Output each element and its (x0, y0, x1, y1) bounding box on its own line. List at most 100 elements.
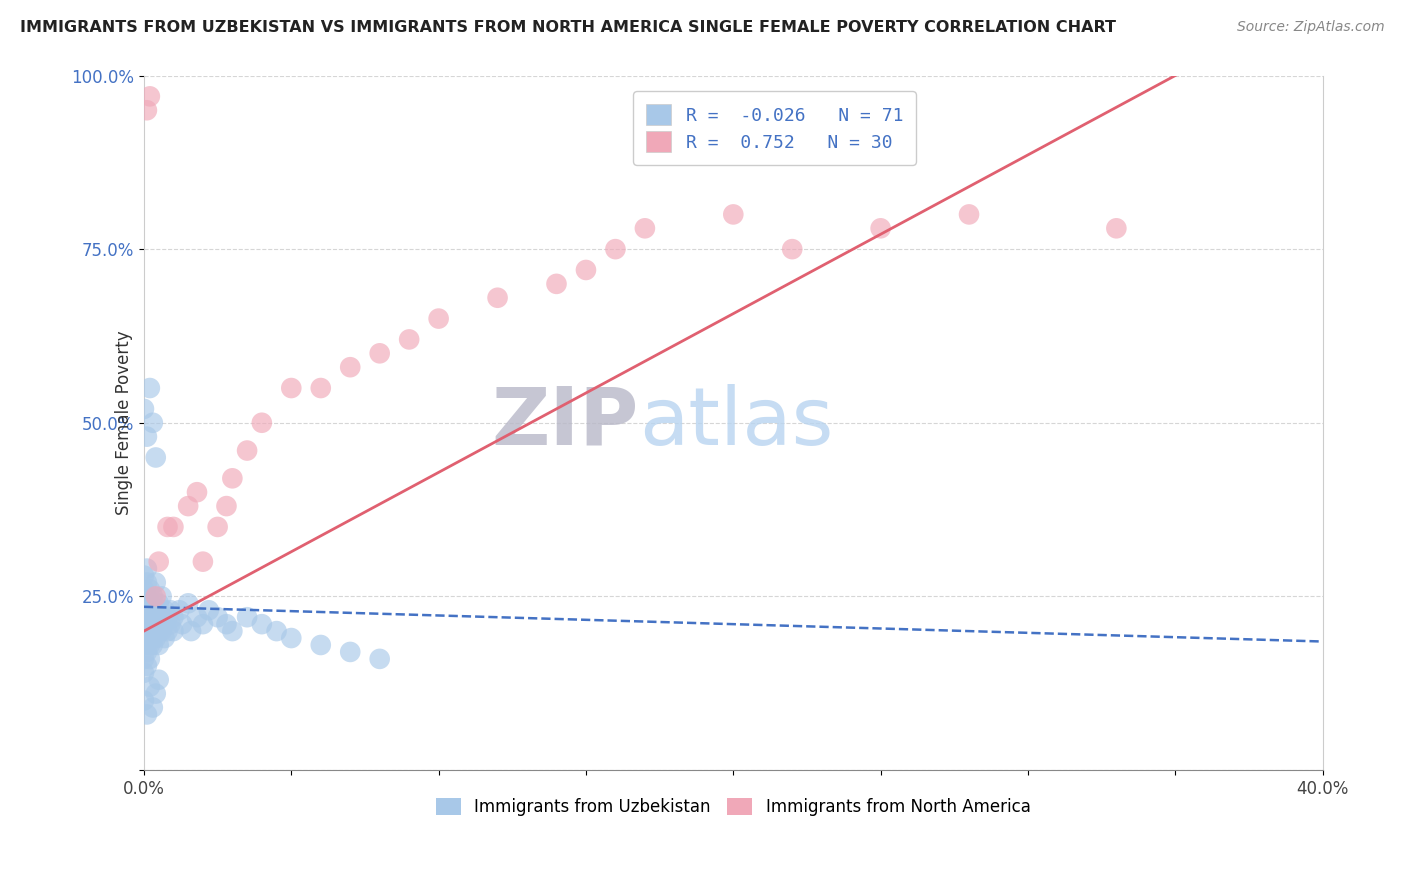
Point (148, 610, 170, 624)
Point (145, 687, 167, 701)
Point (236, 610, 259, 624)
Point (135, 561, 157, 575)
Point (172, 617, 194, 632)
Point (139, 381, 162, 395)
Point (221, 471, 243, 485)
Point (186, 485, 208, 500)
Point (153, 631, 176, 645)
Point (207, 520, 229, 534)
Point (148, 596, 170, 610)
Point (135, 590, 157, 604)
Point (145, 603, 167, 617)
Text: Source: ZipAtlas.com: Source: ZipAtlas.com (1237, 20, 1385, 34)
Point (142, 590, 165, 604)
Point (139, 596, 162, 610)
Point (150, 590, 173, 604)
Point (957, 207, 980, 221)
Point (1105, 221, 1128, 235)
Point (368, 652, 391, 666)
Point (142, 638, 165, 652)
Point (142, 596, 165, 610)
Text: atlas: atlas (638, 384, 834, 462)
Point (309, 638, 332, 652)
Point (486, 291, 509, 305)
Point (236, 443, 259, 458)
Point (153, 603, 176, 617)
Point (139, 617, 162, 632)
Point (142, 416, 165, 430)
Point (135, 603, 157, 617)
Text: ZIP: ZIP (492, 384, 638, 462)
Legend: Immigrants from Uzbekistan, Immigrants from North America: Immigrants from Uzbekistan, Immigrants f… (427, 789, 1039, 824)
Point (368, 346, 391, 360)
Point (135, 624, 157, 639)
Point (159, 603, 181, 617)
Point (145, 590, 167, 604)
Point (169, 603, 191, 617)
Point (177, 596, 200, 610)
Point (339, 360, 361, 375)
Point (139, 652, 162, 666)
Point (139, 680, 162, 694)
Point (197, 603, 219, 617)
Point (135, 707, 157, 722)
Point (139, 582, 162, 597)
Point (139, 624, 162, 639)
Point (605, 242, 627, 256)
Point (135, 575, 157, 590)
Point (153, 617, 176, 632)
Point (132, 693, 155, 707)
Point (207, 610, 229, 624)
Point (148, 638, 170, 652)
Point (132, 582, 155, 597)
Point (159, 617, 181, 632)
Point (148, 624, 170, 639)
Point (177, 499, 200, 513)
Point (135, 658, 157, 673)
Point (162, 610, 184, 624)
Point (427, 311, 450, 326)
Point (148, 673, 170, 687)
Point (132, 568, 155, 582)
Point (142, 700, 165, 714)
Point (132, 617, 155, 632)
Point (142, 610, 165, 624)
Point (135, 610, 157, 624)
Point (132, 652, 155, 666)
Point (132, 610, 155, 624)
Point (191, 555, 214, 569)
Point (139, 603, 162, 617)
Point (280, 381, 302, 395)
Point (132, 624, 155, 639)
Point (186, 610, 208, 624)
Point (135, 631, 157, 645)
Point (180, 624, 202, 639)
Point (162, 624, 184, 639)
Point (266, 624, 288, 639)
Point (139, 89, 162, 103)
Point (398, 333, 420, 347)
Point (309, 381, 332, 395)
Point (221, 624, 243, 639)
Point (250, 617, 273, 632)
Point (148, 555, 170, 569)
Point (150, 610, 173, 624)
Point (162, 520, 184, 534)
Point (135, 617, 157, 632)
Point (191, 617, 214, 632)
Point (575, 263, 598, 277)
Point (215, 617, 238, 632)
Text: IMMIGRANTS FROM UZBEKISTAN VS IMMIGRANTS FROM NORTH AMERICA SINGLE FEMALE POVERT: IMMIGRANTS FROM UZBEKISTAN VS IMMIGRANTS… (20, 20, 1116, 35)
Point (150, 624, 173, 639)
Point (142, 631, 165, 645)
Point (135, 645, 157, 659)
Point (339, 645, 361, 659)
Point (156, 610, 179, 624)
Point (634, 221, 657, 235)
Point (132, 665, 155, 680)
Point (145, 575, 167, 590)
Point (156, 520, 179, 534)
Point (156, 624, 179, 639)
Point (132, 401, 155, 416)
Point (142, 624, 165, 639)
